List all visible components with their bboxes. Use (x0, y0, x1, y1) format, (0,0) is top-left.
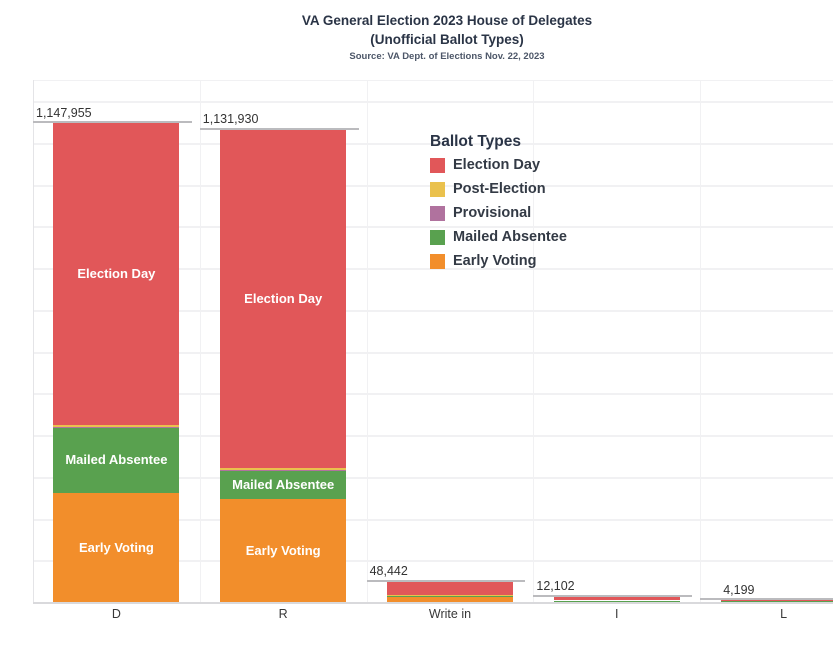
column-divider (533, 80, 535, 602)
bar-segment-early-voting-l[interactable] (720, 601, 833, 602)
bar-segment-early-voting-write-in[interactable] (387, 597, 513, 602)
legend-item-label: Early Voting (453, 253, 537, 269)
legend-item-early-voting[interactable]: Early Voting (423, 249, 567, 273)
legend-item-post-election[interactable]: Post-Election (423, 177, 567, 201)
segment-label: Early Voting (78, 539, 154, 555)
axis-baseline (33, 602, 833, 604)
gridline (33, 143, 833, 145)
chart-source: Source: VA Dept. of Elections Nov. 22, 2… (349, 51, 545, 62)
category-label-r[interactable]: R (278, 607, 288, 621)
column-divider (366, 80, 368, 602)
legend-swatch-provisional (430, 205, 445, 221)
total-label-r: 1,131,930 (202, 112, 259, 127)
gridline (33, 226, 833, 229)
chart-header: VA General Election 2023 House of Delega… (33, 11, 833, 64)
gridline (33, 560, 833, 563)
legend: Ballot Types Election Day Post-Election … (423, 133, 567, 273)
segment-label: Early Voting (245, 542, 321, 558)
reference-line (199, 127, 359, 130)
legend-swatch-election-day (430, 157, 445, 173)
legend-item-label: Mailed Absentee (453, 229, 567, 245)
total-label-i: 12,102 (536, 579, 575, 594)
category-label-write-in[interactable]: Write in (428, 607, 472, 621)
y-axis-line (33, 80, 34, 602)
bar-segment-election-day-r[interactable]: Election Day (220, 129, 347, 469)
segment-label: Mailed Absentee (232, 476, 335, 492)
legend-item-label: Election Day (453, 157, 541, 173)
reference-line (366, 579, 526, 582)
bar-segment-election-day-l[interactable] (720, 600, 833, 602)
reference-line (33, 121, 192, 123)
chart-subtitle: (Unofficial Ballot Types) (370, 32, 524, 47)
gridline (33, 435, 833, 438)
total-label-write-in: 48,442 (369, 564, 408, 579)
category-label-d[interactable]: D (111, 607, 121, 621)
gridline (33, 476, 833, 479)
legend-item-election-day[interactable]: Election Day (423, 153, 567, 177)
reference-line (533, 594, 693, 597)
legend-item-provisional[interactable]: Provisional (423, 201, 567, 225)
segment-label: Mailed Absentee (65, 452, 168, 468)
total-label-l: 4,199 (723, 582, 755, 597)
gridline (33, 393, 833, 396)
bar-segment-mailed-absentee-r[interactable]: Mailed Absentee (220, 470, 347, 499)
legend-swatch-mailed-absentee (430, 229, 445, 245)
reference-line (700, 598, 833, 601)
legend-item-label: Post-Election (453, 181, 546, 197)
bar-segment-election-day-i[interactable] (553, 596, 680, 601)
gridline (33, 309, 833, 312)
gridline (33, 101, 833, 104)
gridline (33, 351, 833, 354)
total-label-d: 1,147,955 (36, 105, 92, 120)
legend-item-label: Provisional (453, 205, 532, 221)
category-label-l[interactable]: L (780, 607, 788, 621)
plot-top-border (33, 80, 833, 82)
column-divider (700, 80, 702, 602)
segment-label: Election Day (244, 290, 323, 306)
chart-title: VA General Election 2023 House of Delega… (301, 13, 593, 28)
bar-segment-early-voting-i[interactable] (553, 600, 680, 602)
legend-swatch-early-voting (430, 253, 445, 269)
gridline (33, 518, 833, 521)
bar-segment-election-day-write-in[interactable] (387, 581, 513, 595)
bar-segment-mailed-absentee-write-in[interactable] (387, 595, 513, 598)
legend-swatch-post-election (430, 181, 445, 197)
gridline (33, 268, 833, 271)
bar-segment-early-voting-r[interactable]: Early Voting (220, 499, 347, 602)
legend-title: Ballot Types (430, 133, 522, 150)
bar-segment-early-voting-d[interactable]: Early Voting (53, 493, 180, 602)
bar-segment-post-election-d[interactable] (53, 424, 180, 427)
category-label-i[interactable]: I (615, 607, 619, 621)
bar-segment-election-day-d[interactable]: Election Day (53, 123, 180, 425)
column-divider (199, 80, 201, 602)
legend-item-mailed-absentee[interactable]: Mailed Absentee (423, 225, 567, 249)
bar-segment-mailed-absentee-d[interactable]: Mailed Absentee (53, 426, 180, 494)
bar-segment-post-election-r[interactable] (220, 468, 347, 471)
segment-label: Election Day (77, 265, 156, 281)
